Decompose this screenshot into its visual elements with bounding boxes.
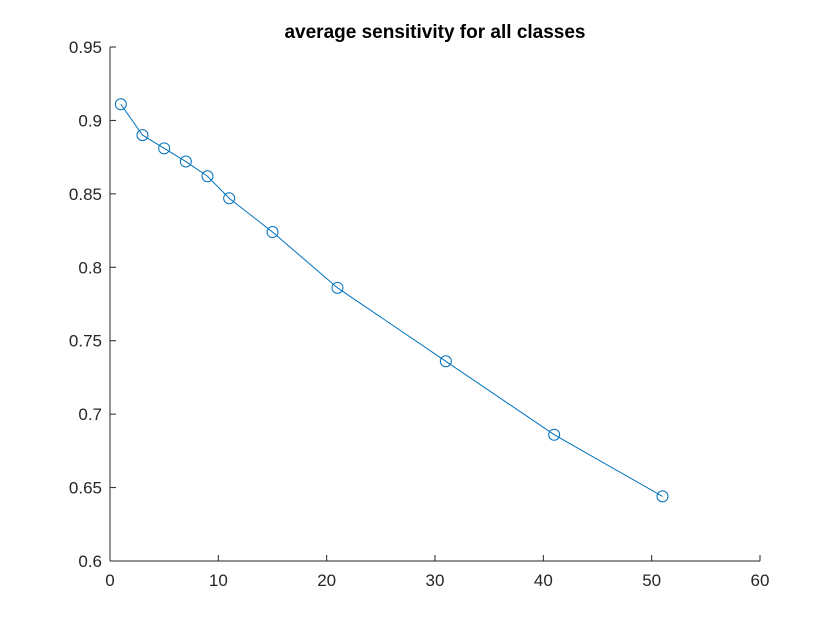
data-point-marker [331,281,344,294]
y-tick-label: 0.65 [69,479,102,498]
y-tick-label: 0.85 [69,185,102,204]
y-tick-label: 0.95 [69,38,102,57]
chart-title: average sensitivity for all classes [284,22,585,43]
y-tick-label: 0.9 [78,111,102,130]
data-point-marker [114,98,127,111]
data-point-marker [656,490,669,503]
x-tick-label: 40 [534,571,553,590]
y-tick-label: 0.75 [69,332,102,351]
x-tick-label: 0 [105,571,114,590]
data-point-marker [223,192,236,205]
series-line [120,103,663,497]
data-point-marker [179,155,192,168]
y-tick-label: 0.6 [78,552,102,571]
data-point-marker [439,355,452,368]
x-tick-label: 10 [209,571,228,590]
x-tick-label: 20 [317,571,336,590]
x-tick-label: 60 [751,571,770,590]
data-point-marker [201,170,214,183]
x-tick-label: 30 [426,571,445,590]
data-point-marker [548,428,561,441]
y-tick-label: 0.7 [78,405,102,424]
data-point-marker [266,226,279,239]
data-series [114,98,669,503]
data-point-marker [158,142,171,155]
data-point-marker [136,129,149,142]
x-tick-label: 50 [642,571,661,590]
y-tick-label: 0.8 [78,258,102,277]
x-axis-ticks: 0 10 20 30 40 50 60 [105,555,769,590]
y-axis-ticks: 0.6 0.65 0.7 0.75 0.8 0.85 0.9 0.95 [69,38,116,571]
